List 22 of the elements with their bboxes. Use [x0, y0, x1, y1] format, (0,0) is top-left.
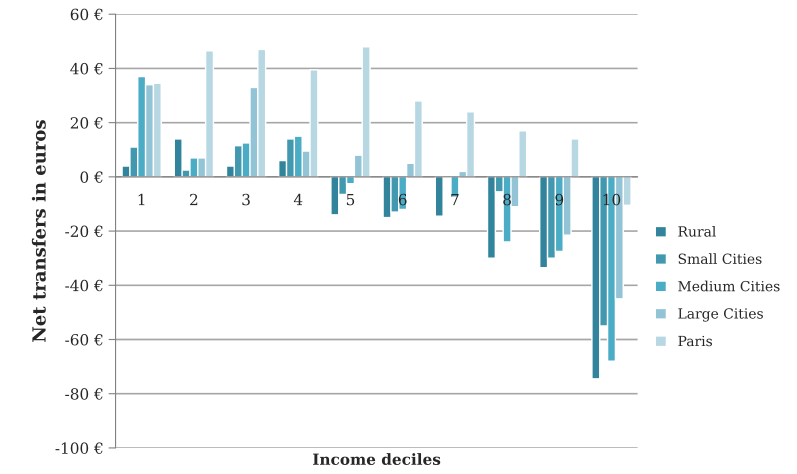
y-tick-label: -40 € [65, 280, 103, 292]
y-tick-label: 40 € [70, 62, 103, 74]
y-tick-label: -60 € [65, 334, 103, 346]
y-tick-label: 0 € [80, 171, 103, 183]
y-tick-label: 60 € [70, 8, 103, 20]
x-tick-label: 4 [294, 194, 302, 206]
y-axis-title: Net transfers in euros [32, 120, 46, 342]
x-tick-label: 1 [138, 194, 144, 206]
x-tick-label: 5 [346, 194, 354, 206]
y-tick-label: -80 € [65, 388, 103, 400]
legend-label: Paris [678, 336, 712, 346]
x-tick-label: 7 [451, 194, 459, 206]
legend-label: Small Cities [678, 253, 762, 264]
x-tick-label: 2 [190, 194, 198, 206]
legend-label: Large Cities [678, 308, 763, 322]
x-tick-label: 3 [242, 194, 250, 206]
y-tick-label: -20 € [65, 226, 103, 238]
legend-label: Rural [678, 226, 716, 237]
legend-label: Medium Cities [678, 280, 780, 292]
y-tick-label: 20 € [70, 117, 103, 129]
x-axis-title: Income deciles [313, 453, 440, 465]
y-tick-label: -100 € [56, 442, 103, 454]
